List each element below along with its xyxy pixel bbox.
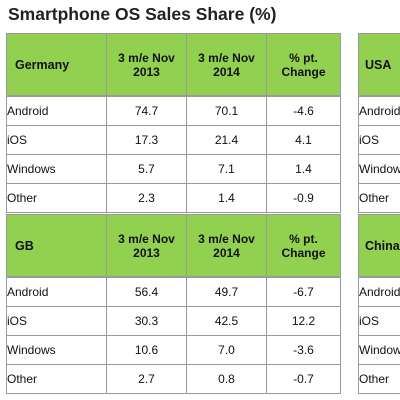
value-change: -4.6 [266,96,341,126]
value-change: -3.6 [266,335,341,365]
value-2013: 30.3 [106,306,187,336]
os-name: Windows [6,154,107,184]
os-name: iOS [6,125,107,155]
table-row: iOS [358,306,400,336]
table-header-row: Germany 3 m/e Nov 2013 3 m/e Nov 2014 % pt… [6,33,341,96]
value-2013: 2.7 [106,364,187,394]
table-row: Windows 10.6 7.0 -3.6 [6,335,341,365]
os-name: Android [358,277,400,307]
value-change: 1.4 [266,154,341,184]
usa-sales-table: USA Android iOS Windows Other [358,33,400,213]
table-row: Android [358,277,400,307]
page-title: Smartphone OS Sales Share (%) [8,4,277,24]
os-name: iOS [358,306,400,336]
table-header-row: China [358,214,400,277]
table-row: Android [358,96,400,126]
os-name: Android [6,277,107,307]
value-2013: 74.7 [106,96,187,126]
os-name: Other [6,183,107,213]
gb-sales-table: GB 3 m/e Nov 2013 3 m/e Nov 2014 % pt. Chan… [6,214,341,394]
period-2013-header: 3 m/e Nov 2013 [106,214,187,277]
value-2013: 17.3 [106,125,187,155]
value-change: -0.9 [266,183,341,213]
value-2013: 5.7 [106,154,187,184]
value-2013: 10.6 [106,335,187,365]
table-row: iOS 17.3 21.4 4.1 [6,125,341,155]
table-row: Other [358,183,400,213]
value-2014: 1.4 [186,183,267,213]
os-name: Android [6,96,107,126]
region-header: GB [6,214,107,277]
table-row: Windows [358,335,400,365]
value-change: 4.1 [266,125,341,155]
change-header: % pt. Change [266,33,341,96]
value-2014: 0.8 [186,364,267,394]
region-header: China [358,214,400,277]
region-header: USA [358,33,400,96]
os-name: Other [6,364,107,394]
table-row: Android 56.4 49.7 -6.7 [6,277,341,307]
germany-sales-table: Germany 3 m/e Nov 2013 3 m/e Nov 2014 % pt… [6,33,341,213]
value-2014: 70.1 [186,96,267,126]
value-change: -0.7 [266,364,341,394]
table-row: iOS [358,125,400,155]
table-row: Windows 5.7 7.1 1.4 [6,154,341,184]
table-header-row: GB 3 m/e Nov 2013 3 m/e Nov 2014 % pt. Chan… [6,214,341,277]
table-row: Other 2.7 0.8 -0.7 [6,364,341,394]
value-2014: 42.5 [186,306,267,336]
table-header-row: USA [358,33,400,96]
table-row: Other [358,364,400,394]
table-row: Android 74.7 70.1 -4.6 [6,96,341,126]
period-2014-header: 3 m/e Nov 2014 [186,214,267,277]
value-2013: 2.3 [106,183,187,213]
value-change: -6.7 [266,277,341,307]
value-2014: 21.4 [186,125,267,155]
value-change: 12.2 [266,306,341,336]
region-header: Germany [6,33,107,96]
period-2014-header: 3 m/e Nov 2014 [186,33,267,96]
os-name: Windows [358,154,400,184]
change-header: % pt. Change [266,214,341,277]
table-row: Other 2.3 1.4 -0.9 [6,183,341,213]
china-sales-table: China Android iOS Windows Other [358,214,400,394]
os-name: iOS [6,306,107,336]
os-name: Other [358,183,400,213]
os-name: Android [358,96,400,126]
os-name: Windows [6,335,107,365]
table-row: iOS 30.3 42.5 12.2 [6,306,341,336]
value-2014: 49.7 [186,277,267,307]
os-name: Other [358,364,400,394]
period-2013-header: 3 m/e Nov 2013 [106,33,187,96]
os-name: Windows [358,335,400,365]
table-row: Windows [358,154,400,184]
os-name: iOS [358,125,400,155]
value-2014: 7.1 [186,154,267,184]
value-2014: 7.0 [186,335,267,365]
value-2013: 56.4 [106,277,187,307]
